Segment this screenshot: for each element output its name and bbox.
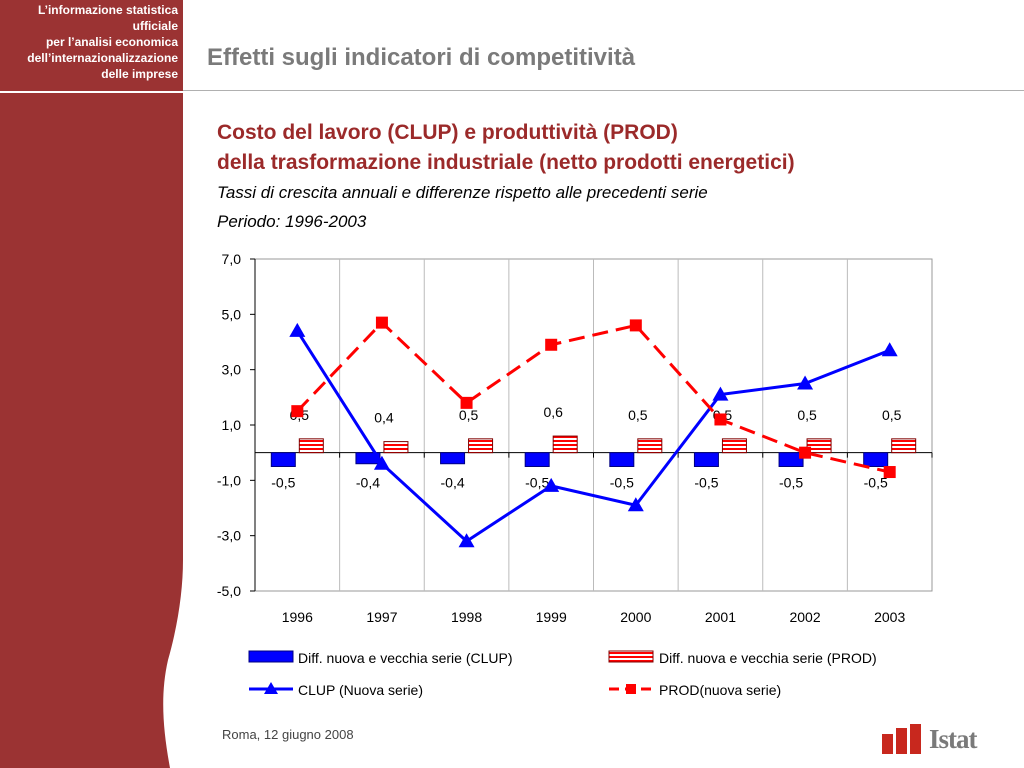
data-label-clup-diff: -0,4 bbox=[441, 475, 465, 491]
chart-title-line-1: Costo del lavoro (CLUP) e produttività (… bbox=[217, 121, 678, 144]
bar-clup-diff bbox=[863, 452, 889, 467]
bar-prod-diff bbox=[806, 438, 832, 454]
marker-clup-triangle bbox=[373, 455, 390, 470]
marker-prod-square bbox=[460, 396, 473, 409]
marker-clup-triangle bbox=[289, 322, 306, 337]
sidebar-line: per l’analisi economica bbox=[45, 35, 178, 49]
chart-title-line-2: della trasformazione industriale (netto … bbox=[217, 151, 795, 174]
x-tick-label: 1998 bbox=[451, 609, 482, 625]
sidebar-line: ufficiale bbox=[132, 19, 178, 33]
legend-marker-clup bbox=[264, 682, 278, 694]
marker-prod-square bbox=[375, 316, 388, 329]
marker-clup-triangle bbox=[712, 386, 729, 401]
data-label-clup-diff: -0,5 bbox=[779, 475, 803, 491]
marker-prod-square bbox=[799, 446, 812, 459]
bar-prod-diff bbox=[383, 441, 409, 454]
marker-clup-triangle bbox=[797, 375, 814, 390]
chart-title: Costo del lavoro (CLUP) e produttività (… bbox=[217, 118, 795, 178]
bar-clup-diff bbox=[693, 452, 719, 467]
bar-prod-diff bbox=[891, 438, 917, 454]
marker-prod-square bbox=[291, 405, 304, 418]
bar-prod-diff bbox=[721, 438, 747, 454]
legend-label-clup-diff: Diff. nuova e vecchia serie (CLUP) bbox=[298, 650, 513, 666]
istat-logo-text: Istat bbox=[929, 724, 977, 754]
istat-logo: Istat bbox=[880, 722, 980, 756]
marker-prod-square bbox=[883, 466, 896, 479]
data-label-clup-diff: -0,4 bbox=[356, 475, 380, 491]
chart-subtitle: Tassi di crescita annuali e differenze r… bbox=[217, 183, 708, 202]
data-label-prod-diff: 0,5 bbox=[459, 407, 479, 423]
legend-label-prod-diff: Diff. nuova e vecchia serie (PROD) bbox=[659, 650, 877, 666]
bar-clup-diff bbox=[609, 452, 635, 467]
bar-prod-diff bbox=[637, 438, 663, 454]
bar-clup-diff bbox=[270, 452, 296, 467]
y-tick-label: -5,0 bbox=[217, 583, 241, 599]
y-tick-label: -1,0 bbox=[217, 472, 241, 488]
x-tick-label: 1996 bbox=[282, 609, 313, 625]
data-label-clup-diff: -0,5 bbox=[610, 475, 634, 491]
marker-prod-square bbox=[545, 338, 558, 351]
data-label-clup-diff: -0,5 bbox=[694, 475, 718, 491]
x-tick-label: 1997 bbox=[366, 609, 397, 625]
legend-swatch-prod-diff bbox=[608, 650, 654, 663]
y-tick-label: 5,0 bbox=[222, 306, 242, 322]
data-label-prod-diff: 0,5 bbox=[882, 407, 902, 423]
chart-period: Periodo: 1996-2003 bbox=[217, 212, 367, 231]
marker-clup-triangle bbox=[458, 533, 475, 548]
y-tick-label: 3,0 bbox=[222, 362, 242, 378]
marker-prod-square bbox=[629, 319, 642, 332]
marker-prod-square bbox=[714, 413, 727, 426]
data-label-prod-diff: 0,5 bbox=[797, 407, 817, 423]
bar-clup-diff bbox=[440, 452, 466, 465]
data-label-clup-diff: -0,5 bbox=[525, 475, 549, 491]
title-divider bbox=[183, 90, 1024, 91]
sidebar-line: L’informazione statistica bbox=[37, 3, 178, 17]
x-tick-label: 2003 bbox=[874, 609, 905, 625]
data-label-prod-diff: 0,6 bbox=[543, 404, 563, 420]
marker-clup-triangle bbox=[543, 477, 560, 492]
y-tick-label: -3,0 bbox=[217, 528, 241, 544]
y-tick-label: 7,0 bbox=[222, 251, 242, 267]
sidebar-line: delle imprese bbox=[101, 67, 178, 81]
footer-date: Roma, 12 giugno 2008 bbox=[222, 727, 354, 742]
bar-clup-diff bbox=[778, 452, 804, 467]
x-tick-label: 2000 bbox=[620, 609, 651, 625]
x-tick-label: 1999 bbox=[536, 609, 567, 625]
legend-marker-prod bbox=[626, 684, 636, 694]
bar-prod-diff bbox=[552, 435, 578, 454]
legend-label-clup: CLUP (Nuova serie) bbox=[298, 682, 423, 698]
sidebar-heading: L’informazione statistica ufficiale per … bbox=[0, 2, 178, 82]
bar-clup-diff bbox=[524, 452, 550, 467]
bar-prod-diff bbox=[298, 438, 324, 454]
marker-clup-triangle bbox=[881, 342, 898, 357]
line-clup bbox=[296, 330, 891, 544]
data-label-clup-diff: -0,5 bbox=[271, 475, 295, 491]
y-tick-label: 1,0 bbox=[222, 417, 242, 433]
legend-swatch-clup-diff bbox=[248, 650, 294, 663]
page-title: Effetti sugli indicatori di competitivit… bbox=[207, 44, 636, 71]
legend-label-prod: PROD(nuova serie) bbox=[659, 682, 781, 698]
sidebar-line: dell’internazionalizzazione bbox=[27, 51, 178, 65]
x-tick-label: 2001 bbox=[705, 609, 736, 625]
line-prod bbox=[296, 320, 891, 474]
marker-clup-triangle bbox=[627, 497, 644, 512]
data-label-clup-diff: -0,5 bbox=[864, 475, 888, 491]
istat-logo-mark bbox=[882, 724, 921, 754]
data-label-prod-diff: 0,4 bbox=[374, 410, 394, 426]
data-label-prod-diff: 0,5 bbox=[628, 407, 648, 423]
bar-prod-diff bbox=[468, 438, 494, 454]
x-tick-label: 2002 bbox=[789, 609, 820, 625]
